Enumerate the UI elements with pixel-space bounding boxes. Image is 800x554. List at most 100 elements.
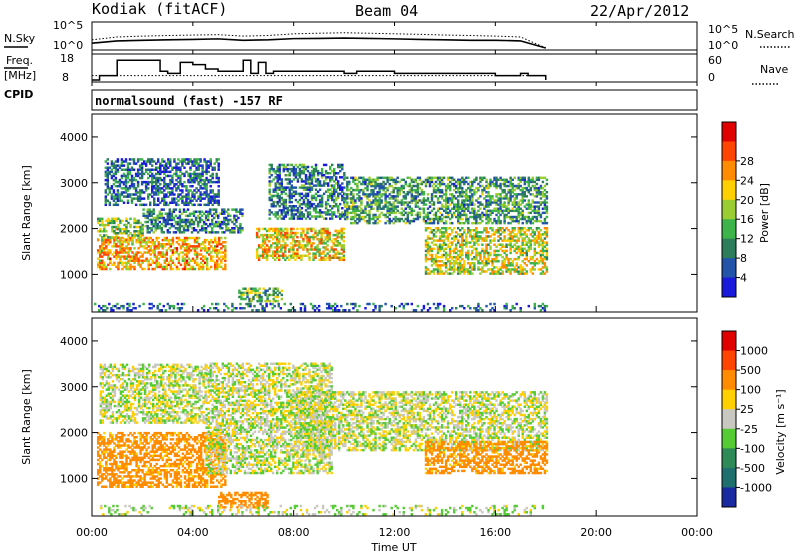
echo-cell <box>505 209 508 213</box>
echo-cell <box>183 238 187 242</box>
echo-cell <box>268 229 271 233</box>
echo-cell <box>539 203 543 206</box>
echo-cell <box>525 233 529 236</box>
echo-cell <box>541 241 545 244</box>
echo-cell <box>180 307 184 310</box>
echo-cell <box>284 215 288 218</box>
echo-cell <box>341 207 344 210</box>
echo-cell <box>280 246 283 249</box>
echo-cell <box>430 184 434 188</box>
echo-cell <box>322 250 325 253</box>
echo-cell <box>515 262 518 265</box>
echo-cell <box>147 236 150 240</box>
echo-cell <box>109 251 112 254</box>
echo-cell <box>346 201 349 204</box>
echo-cell <box>352 217 355 221</box>
echo-cell <box>158 210 162 213</box>
echo-cell <box>224 255 227 258</box>
echo-cell <box>268 163 271 167</box>
echo-cell <box>111 221 114 225</box>
echo-cell <box>438 247 442 251</box>
echo-cell <box>312 227 315 231</box>
echo-cell <box>336 240 339 243</box>
echo-cell <box>210 245 213 248</box>
echo-cell <box>475 251 478 255</box>
echo-cell <box>537 191 541 194</box>
echo-cell <box>155 193 158 196</box>
echo-cell <box>215 195 218 198</box>
echo-cell <box>119 251 122 254</box>
echo-cell <box>133 257 136 260</box>
echo-cell <box>539 243 543 246</box>
echo-cell <box>440 178 444 182</box>
echo-cell <box>314 178 318 181</box>
echo-cell <box>446 176 450 180</box>
echo-cell <box>105 230 108 233</box>
echo-cell <box>318 238 321 241</box>
echo-cell <box>177 185 180 188</box>
echo-cell <box>294 205 298 208</box>
echo-cell <box>320 205 324 208</box>
echo-cell <box>193 203 196 207</box>
echo-cell <box>264 291 267 295</box>
echo-cell <box>256 299 259 303</box>
echo-cell <box>272 250 275 253</box>
echo-cell <box>473 262 476 265</box>
echo-cell <box>132 193 136 196</box>
echo-cell <box>306 231 309 235</box>
echo-cell <box>473 255 476 259</box>
echo-cell <box>153 191 156 194</box>
echo-cell <box>112 183 116 186</box>
echo-cell <box>364 207 367 210</box>
echo-cell <box>334 229 337 233</box>
echo-cell <box>362 191 365 194</box>
echo-cell <box>505 205 508 208</box>
echo-cell <box>99 249 102 252</box>
echo-cell <box>129 238 132 242</box>
echo-cell <box>159 263 163 267</box>
echo-cell <box>113 230 116 233</box>
echo-cell <box>336 229 339 233</box>
echo-cell <box>292 169 296 173</box>
echo-cell <box>519 180 522 184</box>
echo-cell <box>356 209 359 213</box>
echo-cell <box>276 188 279 191</box>
echo-cell <box>118 185 122 188</box>
echo-cell <box>203 197 206 200</box>
echo-cell <box>539 249 543 253</box>
echo-cell <box>521 270 524 273</box>
echo-cell <box>515 184 518 188</box>
echo-cell <box>161 164 164 167</box>
echo-cell <box>191 195 194 198</box>
echo-cell <box>430 221 434 225</box>
echo-cell <box>519 229 522 232</box>
echo-cell <box>531 178 535 182</box>
echo-cell <box>485 201 488 204</box>
echo-cell <box>115 238 118 242</box>
echo-cell <box>123 249 126 252</box>
echo-cell <box>171 259 175 262</box>
echo-cell <box>115 251 118 254</box>
echo-cell <box>141 238 144 241</box>
echo-cell <box>196 220 200 224</box>
echo-cell <box>341 176 344 179</box>
echo-cell <box>302 215 306 218</box>
echo-cell <box>430 180 434 184</box>
echo-cell <box>215 158 218 161</box>
echo-cell <box>503 178 506 182</box>
echo-cell <box>149 241 152 244</box>
echo-cell <box>515 215 518 219</box>
echo-cell <box>457 266 460 269</box>
echo-cell <box>459 205 462 208</box>
echo-cell <box>343 215 346 218</box>
echo-cell <box>107 253 110 256</box>
echo-cell <box>455 260 458 263</box>
echo-cell <box>402 191 406 194</box>
echo-cell <box>126 180 130 184</box>
echo-cell <box>304 233 307 237</box>
echo-cell <box>326 196 330 200</box>
echo-cell <box>306 250 309 253</box>
echo-cell <box>326 172 330 175</box>
echo-cell <box>485 221 488 225</box>
echo-cell <box>302 202 306 206</box>
